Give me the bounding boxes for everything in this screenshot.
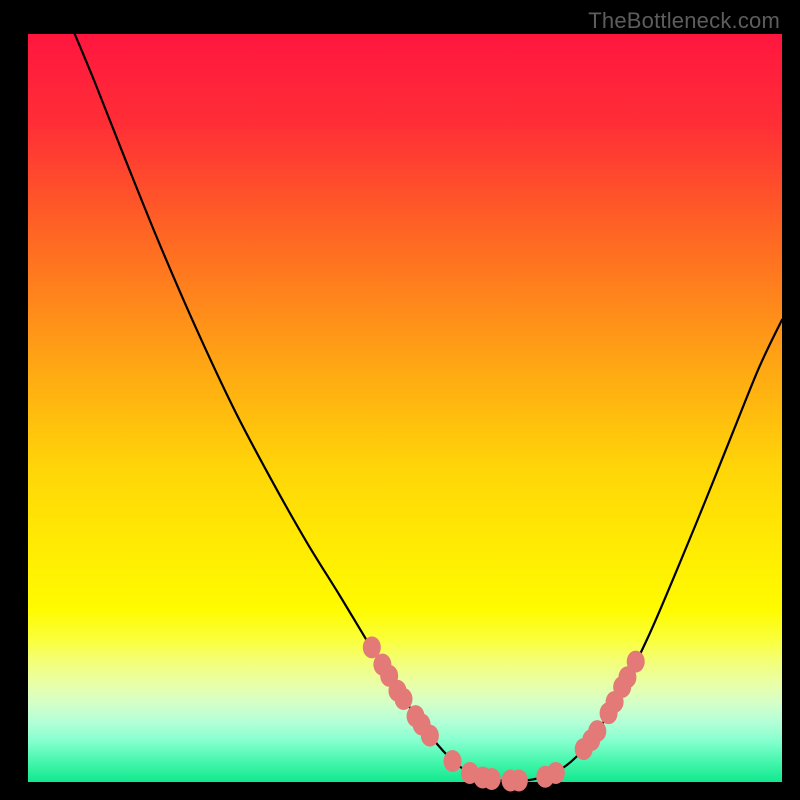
curve-marker	[444, 750, 462, 772]
curve-marker	[588, 720, 606, 742]
curve-marker	[394, 688, 412, 710]
chart-frame-border	[0, 0, 28, 800]
curve-marker	[547, 762, 565, 784]
bottleneck-curve	[75, 34, 782, 781]
curve-marker	[510, 770, 528, 792]
curve-marker	[421, 725, 439, 747]
watermark-text: TheBottleneck.com	[588, 8, 780, 34]
curve-marker	[627, 651, 645, 673]
chart-frame-border	[782, 0, 800, 800]
curve-marker	[483, 768, 501, 790]
chart-frame-border	[0, 782, 800, 800]
chart-svg-overlay	[28, 34, 782, 782]
